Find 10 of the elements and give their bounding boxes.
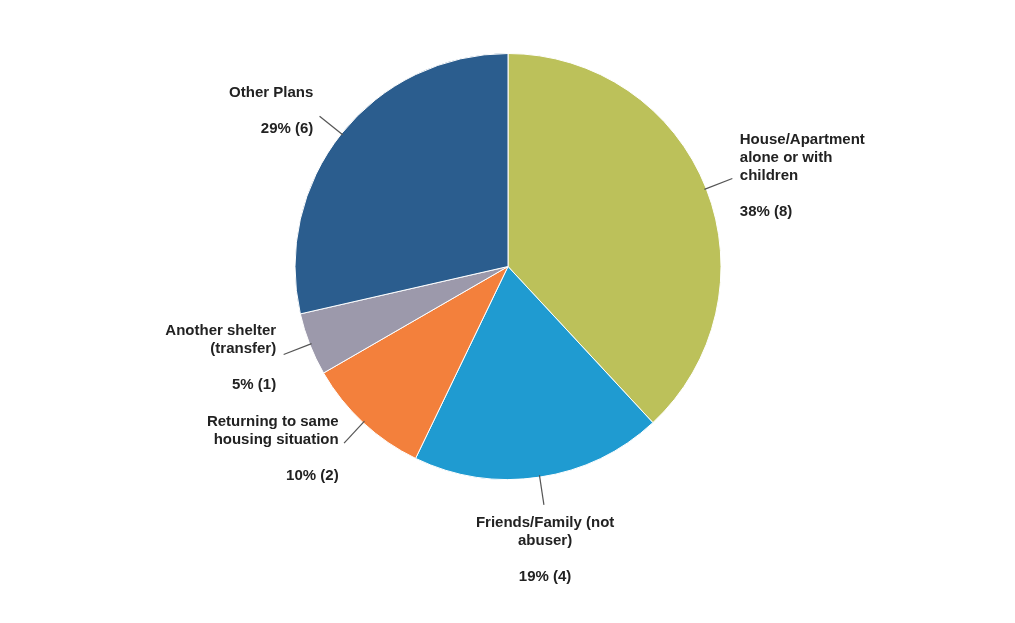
data-label: 38% (8) xyxy=(739,201,793,219)
slice-label: Another shelter (transfer) xyxy=(165,320,277,356)
slice-label: Other Plans xyxy=(229,83,314,101)
data-label: 19% (4) xyxy=(518,566,572,584)
slice-label: Returning to same housing situation xyxy=(206,412,339,448)
data-label: 5% (1) xyxy=(232,374,277,392)
slice-label: House/Apartment alone or with children xyxy=(739,129,865,183)
data-label: 10% (2) xyxy=(286,466,339,484)
slice-label: Friends/Family (not abuser) xyxy=(475,512,615,548)
data-label: 29% (6) xyxy=(260,119,314,137)
